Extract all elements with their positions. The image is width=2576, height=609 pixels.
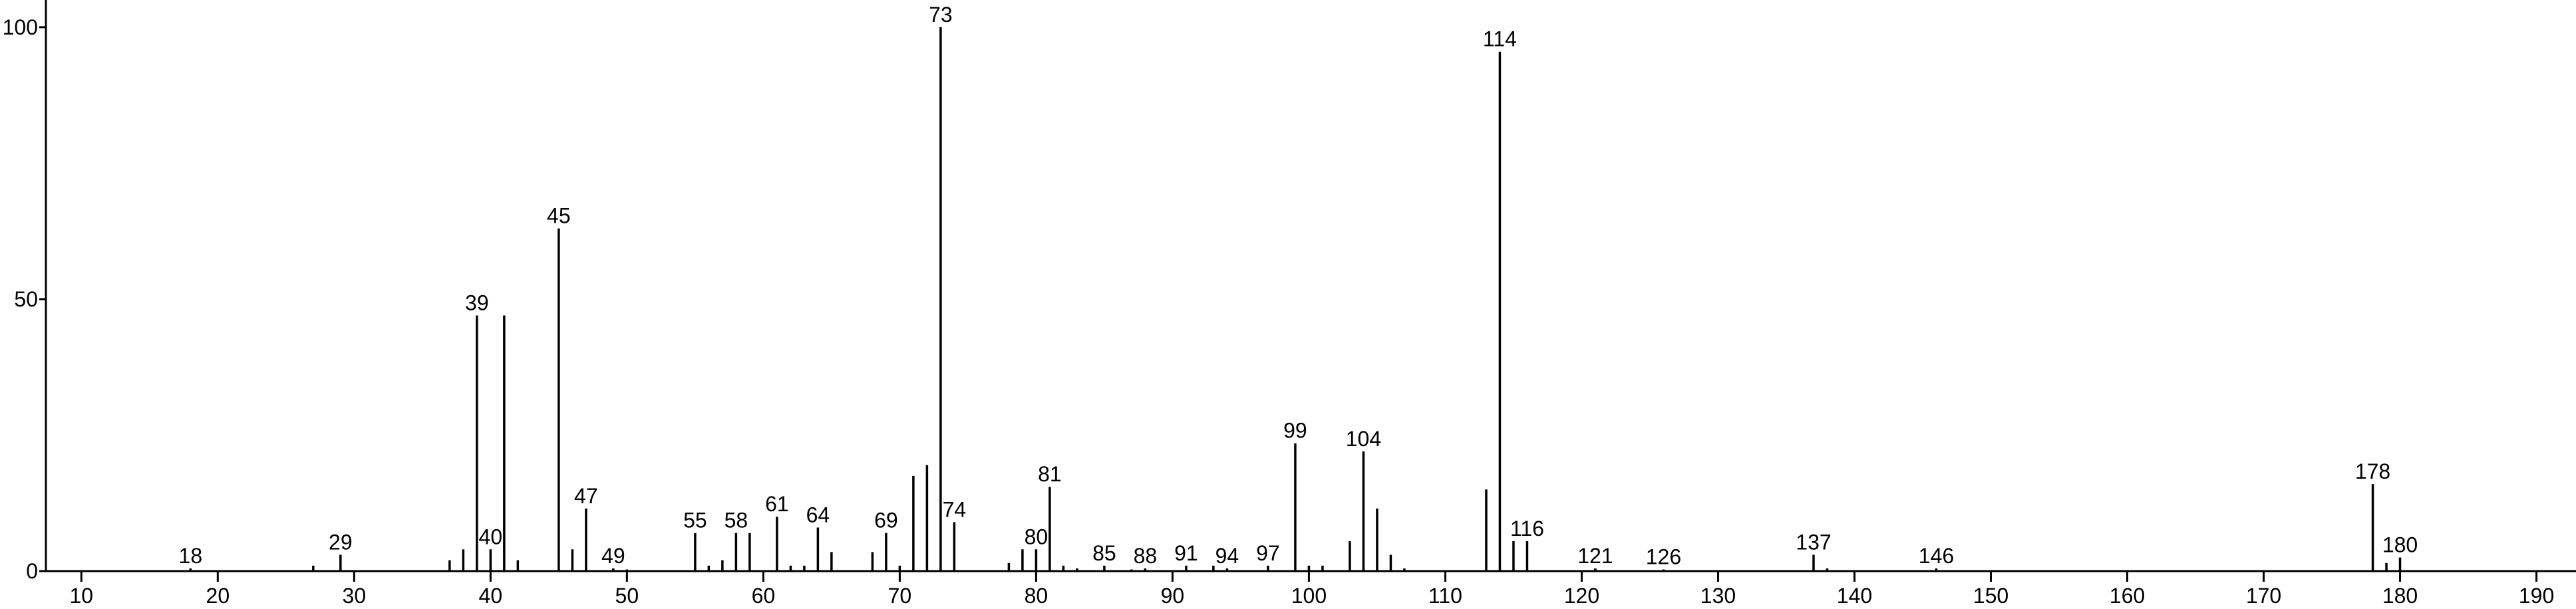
peak-label: 99	[1283, 419, 1307, 443]
x-tick-label: 80	[1025, 584, 1048, 608]
peak-label: 121	[1577, 544, 1613, 568]
peak-label: 58	[724, 509, 748, 533]
x-tick-label: 140	[1837, 584, 1872, 608]
x-tick-label: 30	[343, 584, 367, 608]
peak-label: 180	[2382, 533, 2418, 557]
x-tick-label: 180	[2382, 584, 2418, 608]
peak-label: 146	[1919, 544, 1954, 568]
x-tick-label: 190	[2519, 584, 2554, 608]
y-tick-label: 100	[3, 15, 38, 39]
x-tick-label: 50	[615, 584, 639, 608]
x-tick-label: 160	[2110, 584, 2145, 608]
peak-label: 88	[1134, 544, 1158, 568]
peak-label: 91	[1174, 541, 1198, 565]
x-tick-label: 100	[1291, 584, 1327, 608]
peak-label: 85	[1092, 541, 1116, 565]
peak-label: 74	[943, 497, 967, 521]
x-tick-label: 110	[1428, 584, 1462, 608]
x-tick-label: 90	[1161, 584, 1185, 608]
x-tick-label: 130	[1700, 584, 1736, 608]
peak-label: 29	[329, 530, 353, 554]
peak-label: 94	[1215, 544, 1239, 568]
peak-label: 116	[1510, 517, 1544, 541]
peak-label: 64	[806, 503, 830, 527]
x-tick-label: 40	[479, 584, 503, 608]
x-tick-label: 170	[2246, 584, 2281, 608]
peak-label: 40	[479, 525, 503, 548]
peak-label: 80	[1025, 525, 1048, 548]
peak-label: 114	[1483, 27, 1517, 51]
peak-label: 104	[1346, 427, 1381, 451]
peak-label: 73	[929, 3, 953, 27]
x-tick-label: 70	[888, 584, 912, 608]
peak-label: 178	[2355, 459, 2390, 483]
peak-label: 55	[683, 509, 707, 533]
peak-label: 69	[874, 509, 898, 533]
y-tick-label: 50	[14, 287, 38, 311]
peak-label: 47	[574, 484, 598, 508]
peak-label: 18	[179, 544, 203, 568]
peak-label: 137	[1796, 530, 1831, 554]
peak-label: 49	[601, 544, 625, 568]
x-tick-label: 150	[1973, 584, 2009, 608]
peak-label: 97	[1256, 541, 1280, 565]
peak-label: 45	[547, 204, 571, 228]
y-tick-label: 0	[26, 559, 38, 583]
x-tick-label: 120	[1564, 584, 1599, 608]
x-tick-label: 20	[206, 584, 230, 608]
peak-label: 39	[465, 291, 489, 314]
x-tick-label: 10	[70, 584, 94, 608]
peak-label: 126	[1646, 545, 1681, 569]
peak-label: 61	[765, 492, 789, 516]
x-tick-label: 60	[752, 584, 776, 608]
peak-label: 81	[1038, 462, 1062, 486]
